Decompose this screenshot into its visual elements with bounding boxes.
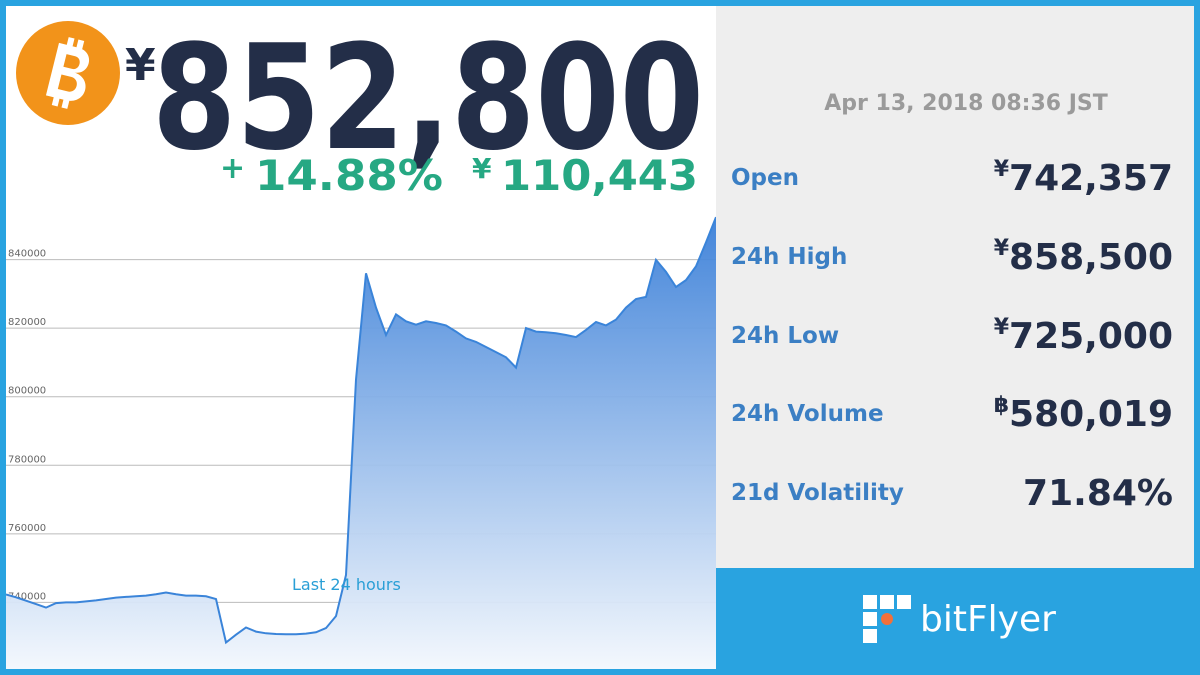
stat-value-group: 71.84% <box>1023 473 1173 514</box>
stat-symbol: ฿ <box>994 393 1009 418</box>
stat-label: 24h Low <box>731 323 839 349</box>
y-tick-label: 740000 <box>8 591 46 602</box>
stat-symbol: ¥ <box>994 315 1010 340</box>
price-line <box>6 216 716 645</box>
stat-label: Open <box>731 165 799 191</box>
stat-value-group: ¥725,000 <box>994 315 1173 357</box>
bitcoin-glyph <box>45 37 89 109</box>
area-fill <box>6 217 716 669</box>
stat-value-group: ¥742,357 <box>994 157 1173 199</box>
stat-label: 24h Volume <box>731 401 884 427</box>
brand-name: bitFlyer <box>920 599 1056 640</box>
stat-value: 580,019 <box>1009 394 1173 435</box>
chart: 740000 760000 780000 800000 820000 840000 Last… <box>6 216 716 669</box>
stat-value: 742,357 <box>1009 158 1173 199</box>
stat-label: 21d Volatility <box>731 480 904 506</box>
timestamp: Apr 13, 2018 08:36 JST <box>824 91 1108 116</box>
stat-symbol: ¥ <box>994 236 1010 261</box>
stat-value: 858,500 <box>1009 237 1173 278</box>
y-tick-label: 800000 <box>8 386 46 397</box>
y-tick-label: 840000 <box>8 249 46 260</box>
price-symbol: ¥ <box>125 40 156 91</box>
stat-value: 725,000 <box>1009 316 1173 357</box>
y-tick-label: 780000 <box>8 454 46 465</box>
y-tick-label: 820000 <box>8 317 46 328</box>
change-symbol: ¥ <box>472 152 492 185</box>
y-tick-label: 760000 <box>8 523 46 534</box>
stat-label: 24h High <box>731 244 847 270</box>
price: 852,800 <box>152 14 704 183</box>
stat-symbol: ¥ <box>994 157 1010 182</box>
brand-panel <box>716 568 1194 669</box>
stat-value-group: ¥858,500 <box>994 236 1173 278</box>
brand-logo <box>863 595 911 643</box>
stat-value: 71.84% <box>1023 473 1173 514</box>
stat-value-group: ฿580,019 <box>994 393 1173 435</box>
change-sign: + <box>220 151 245 186</box>
change-amount: 110,443 <box>501 151 698 200</box>
change-percent: 14.88% <box>255 151 443 200</box>
stats-panel <box>716 6 1194 568</box>
annotation: Last 24 hours <box>292 575 401 594</box>
